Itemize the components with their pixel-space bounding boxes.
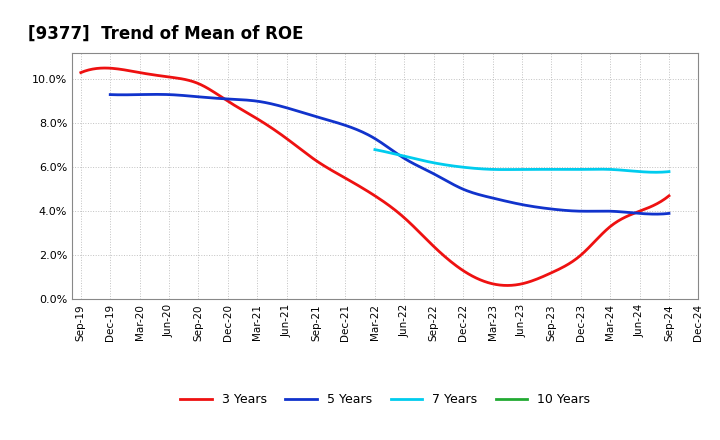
- Text: [9377]  Trend of Mean of ROE: [9377] Trend of Mean of ROE: [28, 25, 304, 43]
- Legend: 3 Years, 5 Years, 7 Years, 10 Years: 3 Years, 5 Years, 7 Years, 10 Years: [176, 388, 595, 411]
